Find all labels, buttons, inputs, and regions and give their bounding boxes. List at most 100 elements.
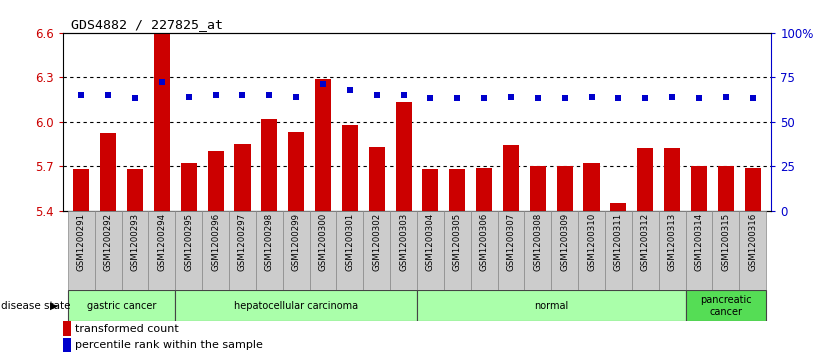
Point — [316, 81, 329, 87]
Point — [102, 92, 115, 98]
Bar — [261, 119, 278, 211]
Text: disease state: disease state — [1, 301, 70, 311]
Text: GSM1200316: GSM1200316 — [748, 213, 757, 271]
Bar — [691, 166, 707, 211]
Bar — [686, 290, 766, 321]
Bar — [498, 211, 525, 290]
Bar — [309, 211, 336, 290]
Text: GSM1200299: GSM1200299 — [292, 213, 301, 271]
Bar — [632, 211, 659, 290]
Bar — [175, 290, 417, 321]
Text: GSM1200307: GSM1200307 — [506, 213, 515, 271]
Bar — [127, 169, 143, 211]
Point — [75, 92, 88, 98]
Text: GSM1200294: GSM1200294 — [158, 213, 167, 271]
Point — [719, 94, 732, 99]
Text: GSM1200302: GSM1200302 — [372, 213, 381, 271]
Text: normal: normal — [534, 301, 569, 311]
Bar — [68, 211, 95, 290]
Text: transformed count: transformed count — [75, 323, 178, 334]
Bar — [122, 211, 148, 290]
Text: GSM1200313: GSM1200313 — [667, 213, 676, 271]
Bar — [686, 211, 712, 290]
Bar — [556, 166, 573, 211]
Point — [477, 95, 490, 101]
Bar — [390, 211, 417, 290]
Text: GSM1200296: GSM1200296 — [211, 213, 220, 271]
Bar — [369, 147, 384, 211]
Point — [397, 92, 410, 98]
Bar — [422, 169, 439, 211]
Bar — [610, 203, 626, 211]
Point — [639, 95, 652, 101]
Text: GSM1200311: GSM1200311 — [614, 213, 623, 271]
Bar — [395, 102, 412, 211]
Text: GSM1200312: GSM1200312 — [641, 213, 650, 271]
Point — [692, 95, 706, 101]
Point — [128, 95, 142, 101]
Point — [370, 92, 384, 98]
Bar — [256, 211, 283, 290]
Text: ▶: ▶ — [50, 301, 58, 311]
Text: GSM1200293: GSM1200293 — [131, 213, 139, 271]
Bar — [476, 168, 492, 211]
Bar — [739, 211, 766, 290]
Text: GDS4882 / 227825_at: GDS4882 / 227825_at — [71, 18, 223, 31]
Bar — [153, 33, 170, 211]
Point — [585, 94, 598, 99]
Text: pancreatic
cancer: pancreatic cancer — [700, 295, 751, 317]
Point — [236, 92, 249, 98]
Bar — [234, 144, 250, 211]
Point — [505, 94, 518, 99]
Bar — [503, 145, 519, 211]
Bar — [208, 151, 224, 211]
Text: GSM1200301: GSM1200301 — [345, 213, 354, 271]
Text: GSM1200292: GSM1200292 — [103, 213, 113, 271]
Bar — [315, 79, 331, 211]
Bar — [181, 163, 197, 211]
Bar — [718, 166, 734, 211]
Point — [450, 95, 464, 101]
Text: GSM1200297: GSM1200297 — [238, 213, 247, 271]
Bar — [288, 132, 304, 211]
Bar — [444, 211, 470, 290]
Point — [263, 92, 276, 98]
Bar — [336, 211, 364, 290]
Bar — [605, 211, 632, 290]
Bar — [175, 211, 202, 290]
Bar — [95, 211, 122, 290]
Point — [344, 87, 357, 93]
Bar — [229, 211, 256, 290]
Bar — [470, 211, 498, 290]
Bar — [283, 211, 309, 290]
Text: hepatocellular carcinoma: hepatocellular carcinoma — [234, 301, 359, 311]
Bar — [637, 148, 653, 211]
Text: percentile rank within the sample: percentile rank within the sample — [75, 340, 263, 350]
Bar — [342, 125, 358, 211]
Text: GSM1200310: GSM1200310 — [587, 213, 596, 271]
Text: gastric cancer: gastric cancer — [87, 301, 156, 311]
Bar — [417, 290, 686, 321]
Point — [209, 92, 223, 98]
Point — [746, 95, 759, 101]
Bar — [659, 211, 686, 290]
Point — [182, 94, 195, 99]
Point — [424, 95, 437, 101]
Text: GSM1200314: GSM1200314 — [695, 213, 703, 271]
Bar — [584, 163, 600, 211]
Text: GSM1200303: GSM1200303 — [399, 213, 408, 271]
Bar — [530, 166, 546, 211]
Point — [558, 95, 571, 101]
Text: GSM1200308: GSM1200308 — [533, 213, 542, 271]
Text: GSM1200295: GSM1200295 — [184, 213, 193, 271]
Point — [531, 95, 545, 101]
Point — [289, 94, 303, 99]
Text: GSM1200298: GSM1200298 — [265, 213, 274, 271]
Bar — [68, 290, 175, 321]
Bar — [551, 211, 578, 290]
Bar — [664, 148, 681, 211]
Text: GSM1200291: GSM1200291 — [77, 213, 86, 271]
Bar — [202, 211, 229, 290]
Text: GSM1200306: GSM1200306 — [480, 213, 489, 271]
Bar — [745, 168, 761, 211]
